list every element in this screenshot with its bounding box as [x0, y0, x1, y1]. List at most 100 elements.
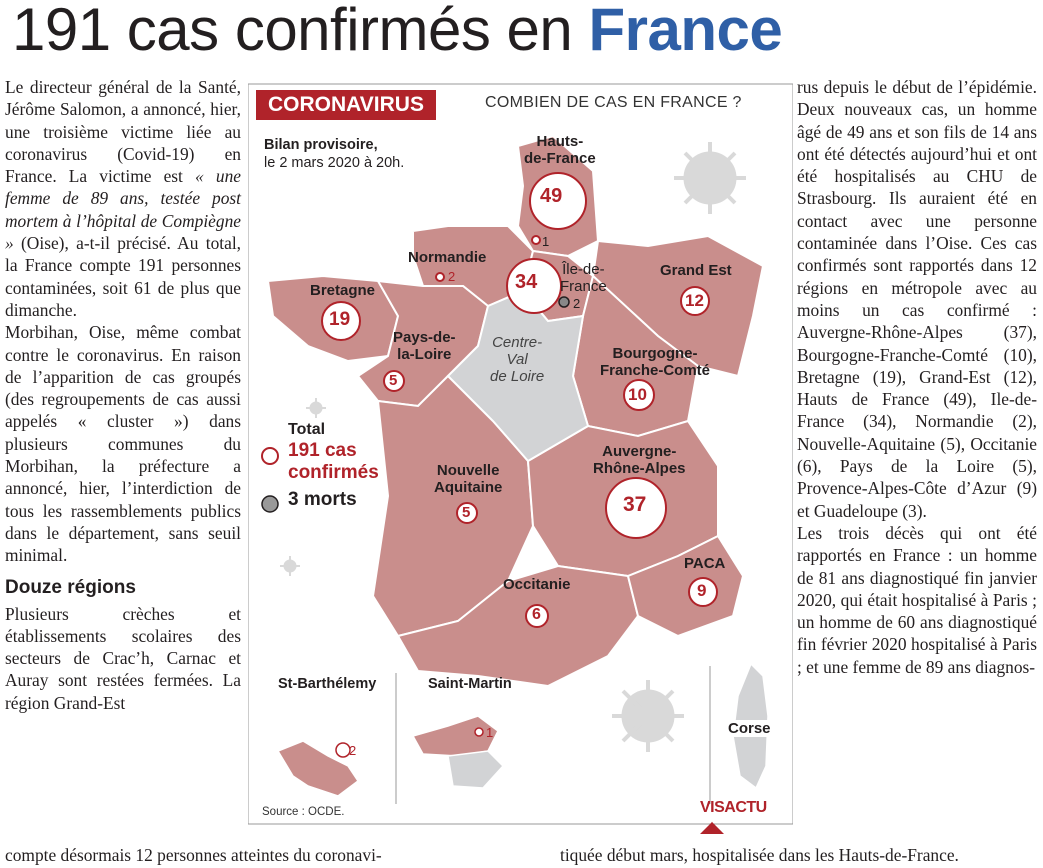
visactu-logo: VISACTU ◢◣: [700, 799, 793, 837]
label-auvergne: Auvergne- Rhône-Alpes: [593, 443, 686, 477]
logo-text: VISACTU: [700, 799, 767, 816]
label-pdl-1: Pays-de-: [393, 329, 456, 346]
case-circles: [321, 172, 718, 628]
cases-paca: 9: [697, 581, 707, 600]
island-st-barthelemy: [276, 740, 360, 797]
cases-auvergne: 37: [623, 493, 647, 516]
label-occitanie: Occitanie: [503, 576, 571, 593]
circle-hdf-sub: [531, 235, 541, 245]
headline-lead: 191 cas confirmés en: [12, 0, 589, 63]
label-na-1: Nouvelle: [436, 462, 500, 479]
label-normandie: Normandie: [408, 249, 487, 266]
circle-bourgogne: [623, 379, 655, 411]
cases-hdf-sub: 1: [542, 234, 550, 249]
subhead: Douze régions: [5, 576, 136, 598]
bilan-line-2: le 2 mars 2020 à 20h.: [264, 155, 405, 171]
coronavirus-tag: CORONAVIRUS: [256, 90, 436, 120]
label-paca: PACA: [684, 555, 726, 572]
label-idf-2: France: [560, 278, 607, 295]
label-pays-de-la-loire: Pays-de-la-Loire: [393, 329, 456, 363]
label-bfc-1: Bourgogne-: [612, 345, 698, 362]
right-paragraph-1: rus depuis le début de l’épidémie. Deux …: [797, 77, 1037, 521]
cases-nouvelle-aquitaine: 5: [462, 504, 471, 521]
label-na-2: Aquitaine: [434, 479, 503, 496]
logo-mark-icon: ◢◣: [700, 819, 724, 836]
label-corse: Corse: [726, 720, 773, 737]
label-ara-2: Rhône-Alpes: [593, 460, 686, 477]
infographic: CORONAVIRUS COMBIEN DE CAS EN FRANCE ? B…: [248, 76, 793, 836]
region-paca: [626, 534, 745, 638]
death-circle-ile-de-france: [558, 296, 570, 308]
circle-normandie: [435, 272, 445, 282]
label-hdf-1: Hauts-: [536, 133, 584, 150]
cases-grand-est: 12: [685, 291, 704, 310]
circle-hauts-de-france: [529, 172, 587, 230]
circle-pays-de-la-loire: [383, 370, 405, 392]
cases-normandie: 2: [448, 269, 456, 284]
virus-icon-bottom: [612, 680, 684, 752]
cases-bourgogne: 10: [628, 385, 647, 404]
bilan: Bilan provisoire, le 2 mars 2020 à 20h.: [264, 136, 404, 172]
circle-nouvelle-aquitaine: [456, 502, 478, 524]
bottom-line-left: compte désormais 12 personnes atteintes …: [5, 845, 382, 865]
right-column: rus depuis le début de l’épidémie. Deux …: [797, 76, 1037, 678]
circle-occitanie: [525, 604, 549, 628]
circle-ile-de-france: [506, 258, 562, 314]
legend-cas-line-2: confirmés: [288, 462, 379, 483]
headline-country: France: [588, 0, 783, 63]
label-nouvelle-aquitaine: Nouvelle Aquitaine: [434, 462, 502, 496]
cases-occitanie: 6: [532, 606, 541, 623]
circle-bretagne: [321, 301, 361, 341]
cases-pays-de-la-loire: 5: [389, 372, 398, 389]
label-bretagne: Bretagne: [310, 282, 376, 299]
virus-icon: [674, 142, 746, 214]
label-grand-est: Grand Est: [660, 262, 732, 279]
label-centre-val-de-loire: Centre- Val de Loire: [490, 334, 544, 385]
right-paragraph-2: Les trois décès qui ont été rapportés en…: [797, 522, 1037, 677]
label-bfc-2: Franche-Comté: [600, 362, 711, 379]
label-bourgogne: Bourgogne- Franche-Comté: [600, 345, 710, 379]
island-saint-martin: [411, 715, 499, 757]
left-p1-end: (Oise), a-t-il précisé. Au total, la Fra…: [5, 233, 241, 320]
label-hauts-de-france: Hauts-de-France: [524, 133, 596, 167]
region-nouvelle-aquitaine: [371, 374, 535, 638]
cases-st-barthelemy: 2: [349, 743, 357, 758]
legend: Total 191 cas confirmés 3 morts: [288, 420, 379, 510]
left-paragraph-1: Le directeur général de la Santé, Jérôme…: [5, 76, 241, 321]
cases-saint-martin: 1: [486, 725, 494, 740]
legend-morts: 3 morts: [288, 489, 357, 510]
cases-ile-de-france: 34: [515, 271, 538, 293]
deaths-ile-de-france: 2: [573, 296, 581, 311]
label-cvl-1: Centre-: [492, 334, 543, 351]
island-sint-maarten: [447, 750, 505, 789]
virus-icon-small: [280, 398, 326, 576]
source: Source : OCDE.: [262, 806, 345, 818]
label-pdl-2: la-Loire: [397, 346, 452, 363]
left-p1-text: Le directeur général de la Santé, Jérôme…: [5, 77, 241, 187]
infographic-question: COMBIEN DE CAS EN FRANCE ?: [485, 94, 742, 111]
legend-cas-line-1: 191 cas: [288, 440, 357, 461]
circle-paca: [688, 577, 718, 607]
bilan-line-1: Bilan provisoire,: [264, 137, 378, 153]
label-ile-de-france: Île-de- France: [560, 261, 607, 295]
label-hdf-2: de-France: [524, 150, 596, 167]
circle-grand-est: [680, 286, 710, 316]
bottom-line-right: tiquée début mars, hospitalisée dans les…: [560, 845, 959, 865]
cases-hauts-de-france: 49: [540, 185, 563, 207]
label-cvl-3: de Loire: [490, 368, 545, 385]
left-p1-quote: « une femme de 89 ans, testée post morte…: [5, 166, 241, 254]
legend-deaths-icon: [261, 495, 279, 513]
left-paragraph-3: Plusieurs crèches et établissements scol…: [5, 603, 241, 713]
france-map: [248, 83, 793, 825]
legend-cases-icon: [261, 447, 279, 465]
inset-title-st-barthelemy: St-Barthélemy: [278, 676, 377, 692]
left-column: Le directeur général de la Santé, Jérôme…: [5, 76, 241, 714]
circle-auvergne: [605, 477, 667, 539]
legend-total-label: Total: [288, 421, 326, 438]
headline: 191 cas confirmés en France: [12, 0, 783, 66]
left-paragraph-2: Morbihan, Oise, même combat contre le co…: [5, 322, 241, 566]
label-cvl-2: Val: [506, 351, 528, 368]
inset-title-saint-martin: Saint-Martin: [428, 676, 512, 692]
label-idf-1: Île-de-: [562, 261, 605, 278]
cases-bretagne: 19: [329, 309, 351, 330]
